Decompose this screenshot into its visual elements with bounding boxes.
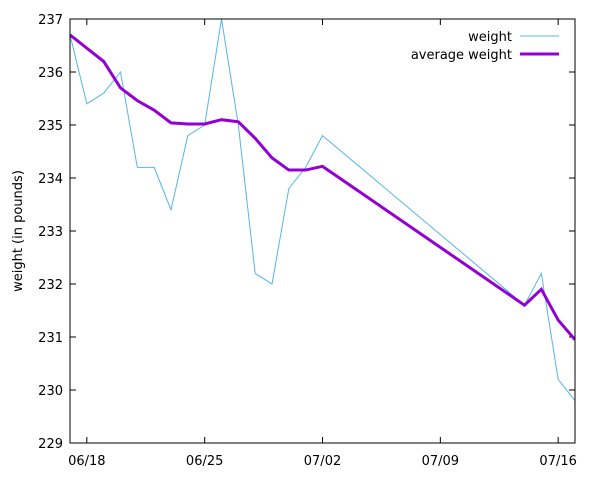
- series-line-weight: [70, 19, 575, 401]
- y-tick-label: 235: [38, 119, 63, 134]
- y-tick-label: 237: [38, 13, 63, 28]
- y-tick-label: 236: [38, 66, 63, 81]
- y-axis-ticks: 229 230 231 232 233 234 235 236 237: [38, 13, 575, 452]
- y-tick-label: 232: [38, 278, 63, 293]
- y-tick-label: 231: [38, 331, 63, 346]
- x-tick-label: 07/02: [304, 454, 341, 469]
- legend-label: average weight: [411, 48, 512, 63]
- x-tick-label: 07/16: [539, 454, 576, 469]
- x-axis-ticks: 06/18 06/25 07/02 07/09 07/16: [68, 19, 577, 469]
- y-tick-label: 234: [38, 172, 63, 187]
- x-tick-label: 06/25: [186, 454, 223, 469]
- y-axis-title-group: weight (in pounds): [11, 170, 26, 292]
- plot-border: [69, 18, 576, 444]
- series-line-average-weight: [70, 33, 575, 341]
- x-tick-label: 06/18: [68, 454, 105, 469]
- legend-label: weight: [468, 30, 512, 45]
- x-tick-label: 07/09: [422, 454, 459, 469]
- y-tick-label: 233: [38, 225, 63, 240]
- y-tick-label: 230: [38, 384, 63, 399]
- legend: weight average weight: [411, 30, 559, 63]
- y-tick-label: 229: [38, 437, 63, 452]
- y-axis-title: weight (in pounds): [11, 170, 26, 292]
- series-layer: [70, 19, 575, 401]
